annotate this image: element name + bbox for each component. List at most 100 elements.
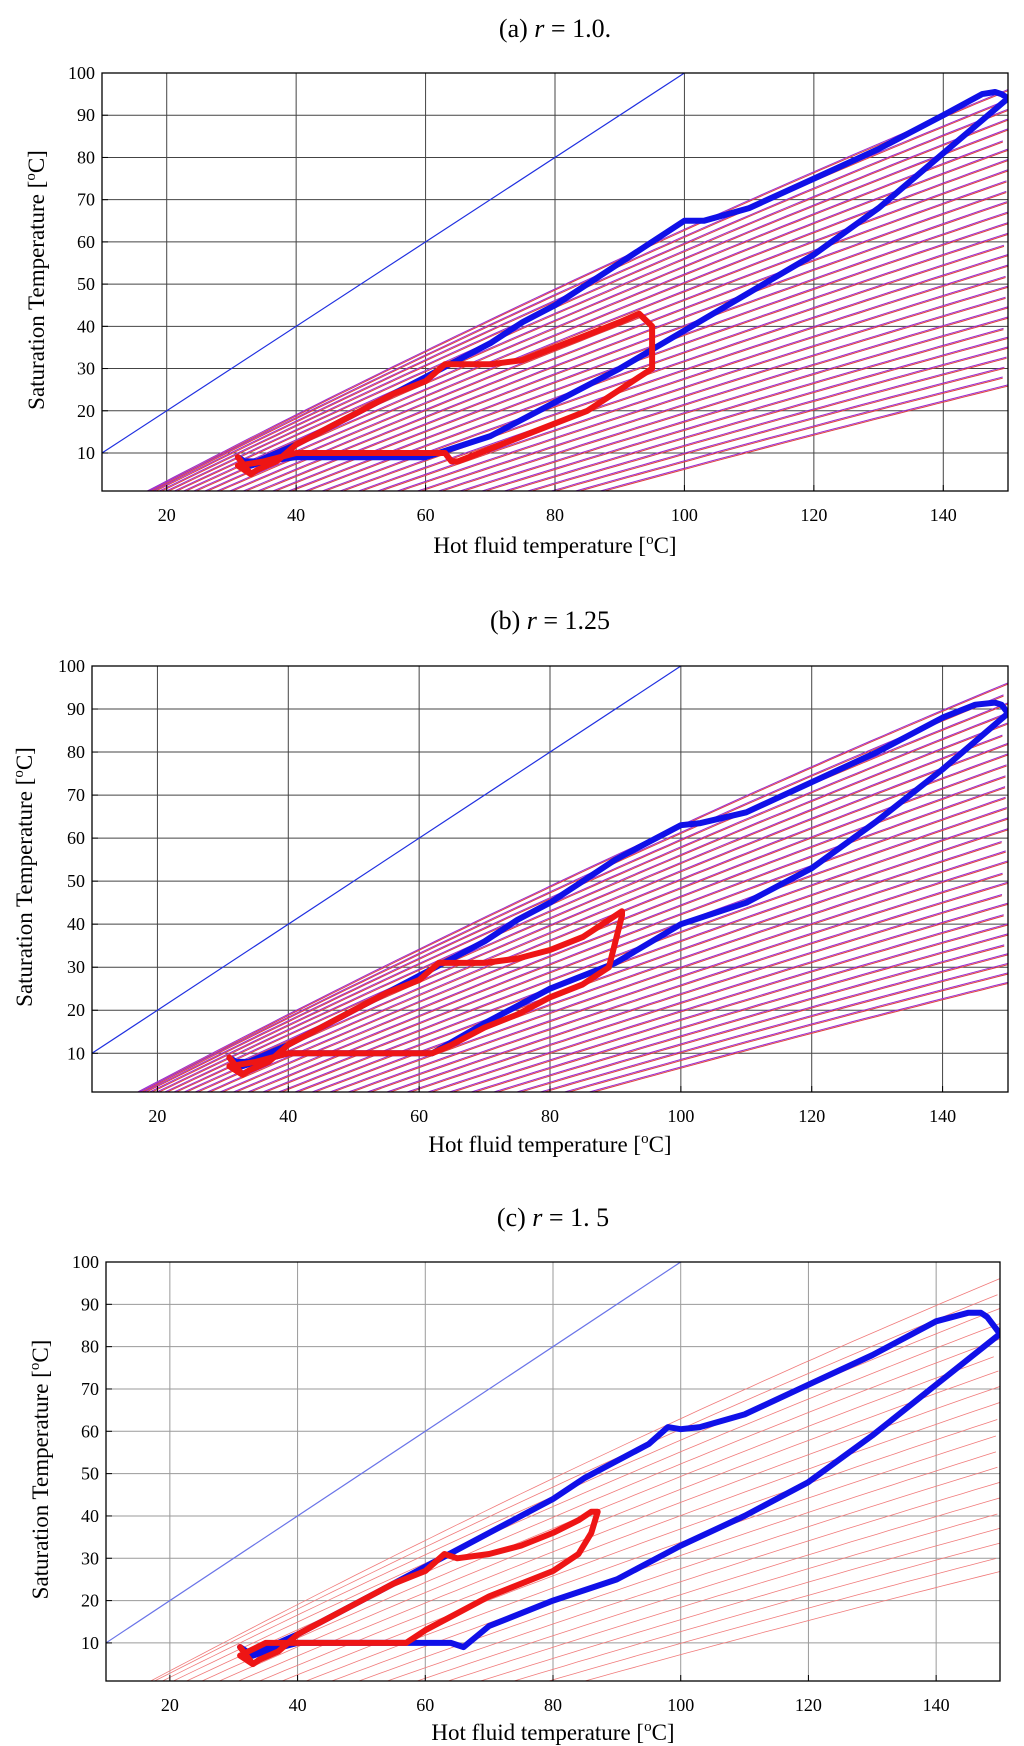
x-tick-label: 80 <box>544 1695 562 1715</box>
y-tick-label: 50 <box>77 274 95 294</box>
background-curve <box>280 829 1008 1092</box>
background-curve <box>419 307 1008 491</box>
y-tick-label: 100 <box>58 656 85 676</box>
x-tick-label: 80 <box>541 1106 559 1126</box>
y-tick-label: 30 <box>77 359 95 379</box>
background-curve <box>278 828 1008 1092</box>
background-curve <box>145 703 1008 1092</box>
y-tick-label: 40 <box>77 316 95 336</box>
background-curve <box>143 702 1008 1092</box>
y-axis-label-end: C] <box>12 747 37 770</box>
x-tick-label: 120 <box>798 1106 825 1126</box>
background-curve <box>449 923 1008 1092</box>
chart-title-prefix: (c) <box>497 1203 532 1232</box>
background-curve <box>249 808 1007 1092</box>
background-curve <box>448 1513 998 1681</box>
x-axis-label-main: Hot fluid temperature [ <box>428 1132 641 1157</box>
series-line-red <box>226 908 625 1078</box>
background-curve <box>149 712 1008 1092</box>
x-tick-label: 120 <box>800 505 827 525</box>
background-curve <box>493 944 1005 1092</box>
background-curve <box>221 787 1006 1092</box>
y-axis-label: Saturation Temperature [oC] <box>27 1340 53 1600</box>
background-curve <box>575 376 1003 491</box>
background-curve <box>348 872 1003 1092</box>
reference-line <box>102 73 685 454</box>
background-curve <box>148 90 1008 491</box>
y-tick-label: 30 <box>81 1548 99 1568</box>
x-tick-label: 60 <box>416 1695 434 1715</box>
background-curve <box>257 211 1008 491</box>
x-tick-label: 60 <box>410 1106 428 1126</box>
background-curve <box>341 265 1008 491</box>
background-curve <box>527 356 1007 491</box>
background-curve <box>173 1323 1000 1681</box>
background-curve <box>274 223 1008 491</box>
background-curve <box>416 1497 1000 1681</box>
y-tick-label: 10 <box>77 443 95 463</box>
background-curve <box>496 945 1005 1092</box>
background-curve <box>480 1527 1000 1681</box>
background-curve <box>386 894 1003 1092</box>
background-curve <box>360 277 1006 491</box>
chart-title-prefix: (b) <box>490 606 527 635</box>
y-tick-label: 70 <box>81 1379 99 1399</box>
background-curve <box>243 201 1008 491</box>
background-curve <box>440 317 1008 491</box>
x-tick-label: 40 <box>289 1695 307 1715</box>
y-tick-label: 20 <box>67 1000 85 1020</box>
y-tick-label: 10 <box>67 1043 85 1063</box>
x-axis-label-sup: o <box>641 1131 649 1147</box>
background-curve <box>150 102 1004 491</box>
y-tick-label: 100 <box>68 63 95 83</box>
x-axis-label-sup: o <box>644 1719 652 1735</box>
y-axis-label-sup: o <box>27 1363 43 1371</box>
x-axis-label-main: Hot fluid temperature [ <box>433 533 646 558</box>
background-curve <box>438 316 1008 491</box>
background-curve <box>409 903 1008 1092</box>
background-curve <box>481 336 1008 491</box>
x-axis-label: Hot fluid temperature [oC] <box>431 1719 674 1745</box>
background-curve <box>154 110 1008 491</box>
y-axis-label-main: Saturation Temperature [ <box>28 1370 53 1599</box>
background-curve <box>313 851 1006 1092</box>
background-curve <box>185 754 1008 1092</box>
x-tick-label: 140 <box>930 505 957 525</box>
x-axis-label-end: C] <box>652 1720 675 1745</box>
chart-title-suffix: = 1.25 <box>537 606 610 635</box>
background-curve <box>358 275 1006 491</box>
background-curve <box>369 882 1008 1092</box>
background-curve <box>219 1370 999 1681</box>
background-curve <box>427 914 1004 1092</box>
background-curve <box>175 141 1003 491</box>
background-curve <box>551 366 1005 491</box>
background-curve <box>281 1419 998 1681</box>
y-axis-label-end: C] <box>28 1340 53 1363</box>
background-curve <box>589 981 1008 1092</box>
background-curve <box>417 306 1008 491</box>
background-curve <box>367 881 1008 1092</box>
background-curve <box>473 934 1008 1092</box>
chart-title: (b) r = 1.25 <box>490 606 610 635</box>
background-curve <box>166 735 1003 1092</box>
background-curve <box>159 118 1008 491</box>
x-axis-label-main: Hot fluid temperature [ <box>431 1720 644 1745</box>
y-axis-label-end: C] <box>24 150 49 173</box>
chart-title: (a) r = 1.0. <box>499 14 611 43</box>
background-curve <box>137 682 1008 1092</box>
background-curve <box>358 1466 998 1681</box>
x-tick-label: 40 <box>279 1106 297 1126</box>
background-curve <box>238 1385 1000 1681</box>
y-axis-label: Saturation Temperature [oC] <box>11 747 37 1007</box>
series-line-red <box>237 1508 601 1668</box>
x-tick-label: 140 <box>923 1695 950 1715</box>
background-curve <box>259 212 1008 491</box>
background-curve <box>294 841 1002 1092</box>
background-curve <box>141 695 1004 1092</box>
background-curve <box>407 902 1008 1092</box>
background-curve <box>379 286 1008 491</box>
background-curve <box>602 385 1008 491</box>
background-curve <box>206 170 1008 491</box>
x-tick-label: 100 <box>671 505 698 525</box>
background-curve <box>397 296 1006 491</box>
